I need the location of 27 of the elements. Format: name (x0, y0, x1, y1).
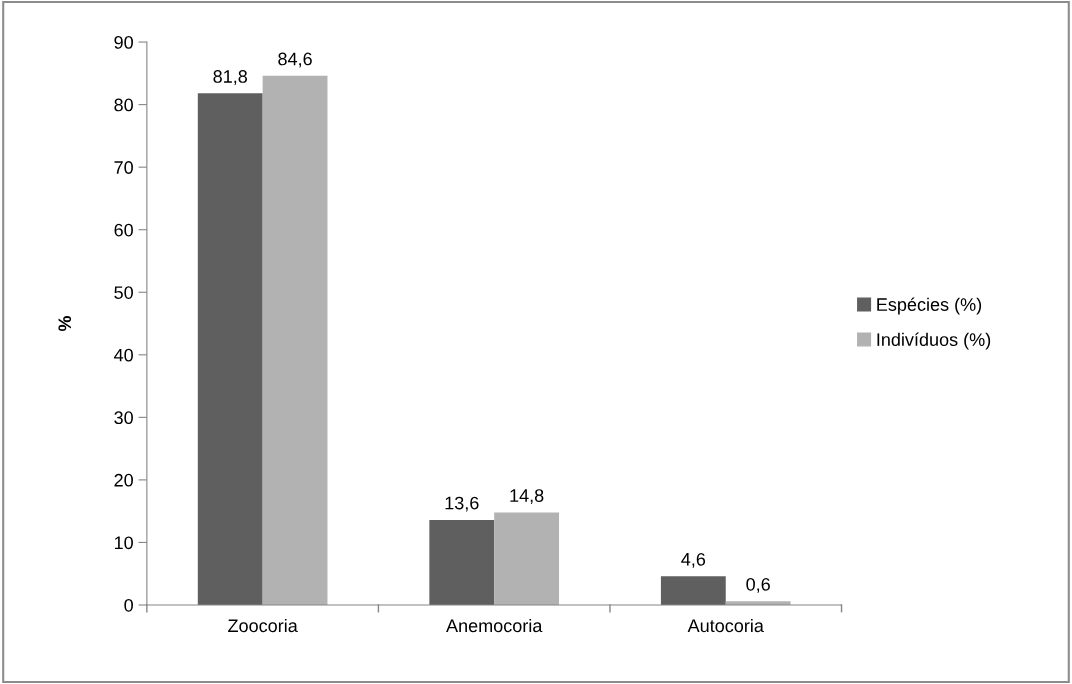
y-tick-label: 10 (114, 536, 133, 550)
bar (197, 93, 263, 605)
bar (494, 512, 560, 605)
y-tick-label: 60 (114, 223, 133, 237)
x-tick-label: Zoocoria (228, 618, 298, 633)
bar (429, 519, 495, 605)
y-tick-label: 50 (114, 286, 133, 299)
data-label: 4,6 (681, 552, 706, 568)
y-tick-label: 40 (114, 348, 133, 362)
data-label: 84,6 (278, 52, 312, 68)
y-tick-label: 80 (114, 98, 133, 112)
y-tick-label: 20 (114, 473, 133, 487)
data-label: 81,8 (213, 70, 248, 85)
legend-label: Espécies (%) (877, 297, 982, 315)
bar (660, 576, 726, 605)
bar (262, 75, 328, 605)
legend-label: Indivíduos (%) (877, 332, 991, 350)
y-tick-label: 30 (114, 411, 133, 425)
y-tick-label: 70 (114, 161, 133, 174)
x-tick-label: Autocoria (687, 618, 764, 633)
y-tick-label: 0 (124, 598, 133, 612)
y-tick-label: 90 (114, 36, 133, 49)
data-label: 0,6 (746, 577, 770, 593)
x-tick-label: Anemocoria (446, 618, 543, 633)
data-label: 13,6 (445, 496, 479, 512)
data-label: 14,8 (510, 489, 544, 505)
y-axis-title: % (58, 315, 72, 332)
